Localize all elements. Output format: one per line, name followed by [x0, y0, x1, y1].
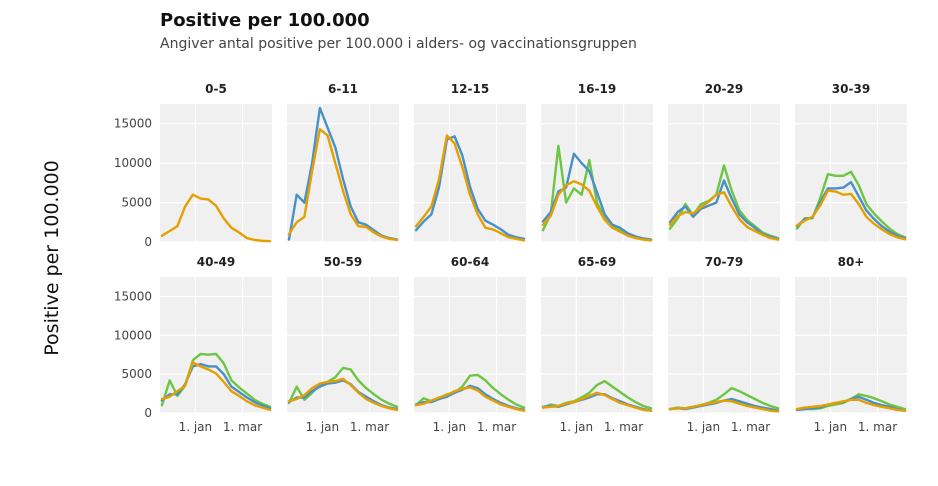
series-line-orange [414, 134, 526, 242]
y-tick-label: 10000 [114, 328, 152, 342]
y-tick-label: 0 [144, 406, 152, 420]
series-line-orange [160, 193, 272, 243]
panel-label: 20-29 [705, 82, 743, 96]
y-axis-title: Positive per 100.000 [41, 160, 63, 355]
panel-label: 60-64 [451, 255, 489, 269]
x-tick-label: 1. mar [731, 420, 770, 434]
series-line-orange [160, 361, 272, 412]
series-line-blue [668, 179, 780, 241]
panel-label: 6-11 [328, 82, 358, 96]
x-tick-label: 1. jan [306, 420, 340, 434]
panel-background [414, 277, 526, 413]
x-tick-label: 1. jan [814, 420, 848, 434]
series-line-green [287, 366, 399, 408]
y-tick-label: 0 [144, 235, 152, 249]
x-tick-label: 1. mar [477, 420, 516, 434]
x-tick-label: 1. jan [433, 420, 467, 434]
series-line-orange [414, 386, 526, 412]
panel-label: 12-15 [451, 82, 489, 96]
series-line-orange [287, 377, 399, 412]
panel-label: 80+ [838, 255, 865, 269]
panel-label: 65-69 [578, 255, 616, 269]
panel-background [795, 277, 907, 413]
series-line-green [668, 164, 780, 240]
panel-background [160, 104, 272, 242]
panel-background [668, 104, 780, 242]
x-tick-label: 1. jan [560, 420, 594, 434]
series-line-orange [668, 399, 780, 413]
y-tick-label: 15000 [114, 117, 152, 131]
x-tick-label: 1. mar [858, 420, 897, 434]
series-line-blue [414, 135, 526, 241]
x-tick-label: 1. jan [687, 420, 721, 434]
panel-label: 16-19 [578, 82, 616, 96]
panel-background [414, 104, 526, 242]
y-tick-label: 5000 [121, 196, 152, 210]
series-line-blue [160, 362, 272, 410]
panel-background [668, 277, 780, 413]
panel-label: 70-79 [705, 255, 743, 269]
panel-label: 0-5 [205, 82, 227, 96]
series-line-orange [541, 391, 653, 412]
x-tick-label: 1. mar [223, 420, 262, 434]
y-tick-label: 15000 [114, 289, 152, 303]
panel-background [287, 104, 399, 242]
series-line-orange [541, 180, 653, 242]
chart-subtitle: Angiver antal positive per 100.000 i ald… [160, 36, 637, 52]
chart-title: Positive per 100.000 [160, 10, 370, 31]
series-line-orange [668, 191, 780, 241]
panel-label: 50-59 [324, 255, 362, 269]
panel-background [541, 104, 653, 242]
y-tick-label: 10000 [114, 156, 152, 170]
series-line-orange [795, 398, 907, 412]
series-line-orange [795, 189, 907, 241]
panel-background [541, 277, 653, 413]
panel-background [287, 277, 399, 413]
x-tick-label: 1. jan [179, 420, 213, 434]
x-tick-label: 1. mar [604, 420, 643, 434]
x-tick-label: 1. mar [350, 420, 389, 434]
panel-label: 30-39 [832, 82, 870, 96]
panel-label: 40-49 [197, 255, 235, 269]
y-tick-label: 5000 [121, 367, 152, 381]
series-line-orange [287, 127, 399, 242]
